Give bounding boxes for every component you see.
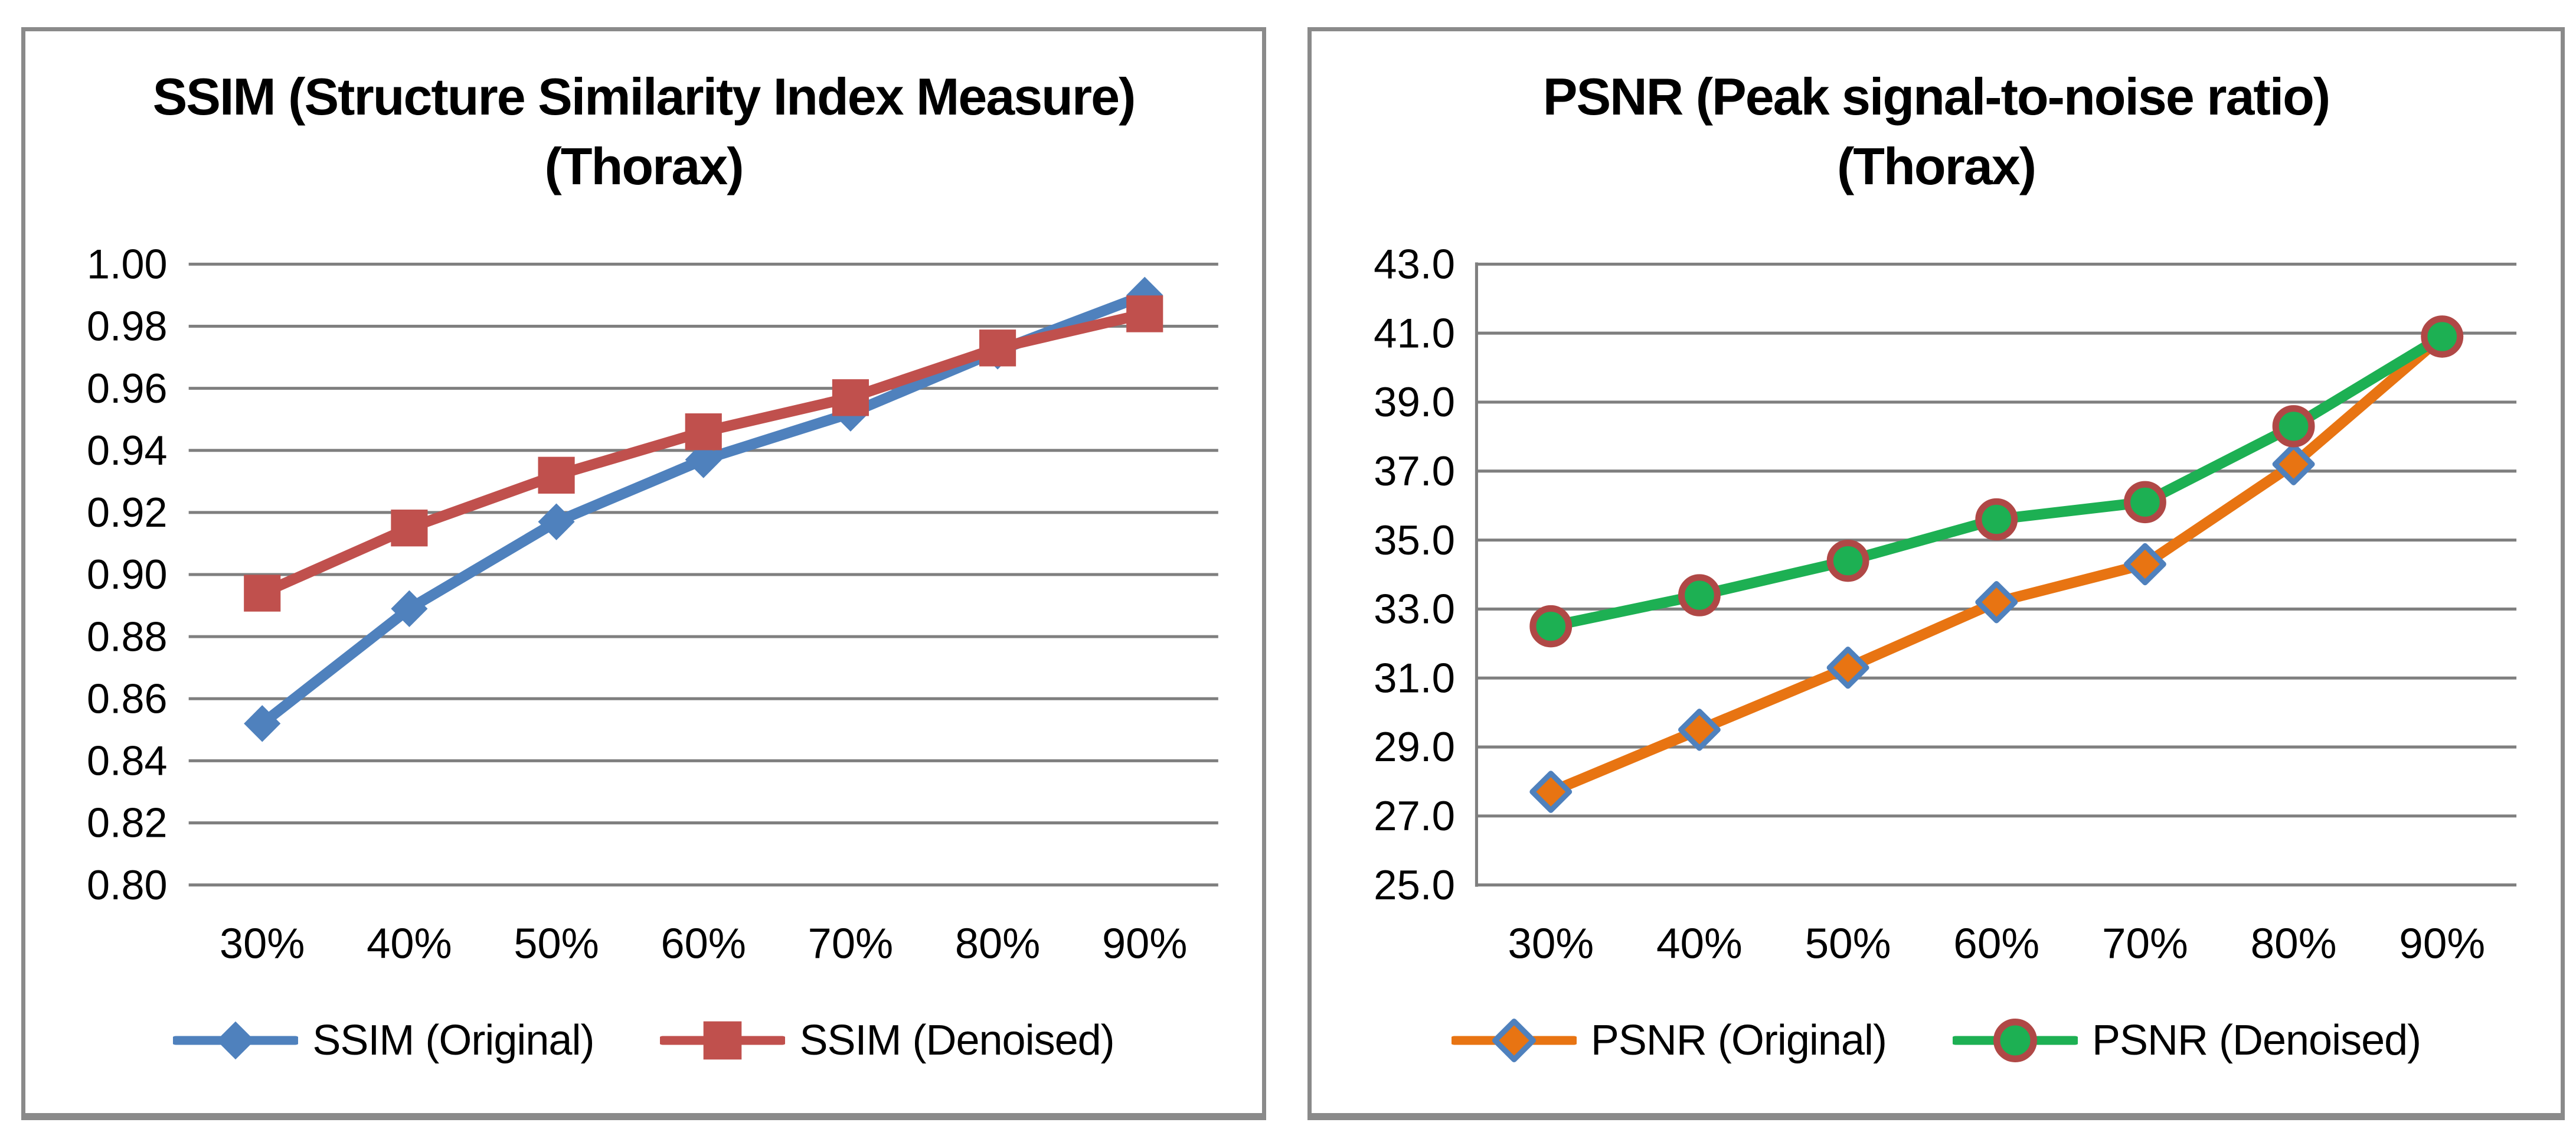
ssim-original-line-marker-swatch xyxy=(173,1021,299,1060)
legend-marker-ssim-original xyxy=(217,1021,255,1060)
data-point-marker-psnr-original-30 xyxy=(1529,771,1573,813)
x-axis-label: 90% xyxy=(1102,920,1187,967)
y-tick-label: 0.80 xyxy=(87,862,168,908)
ssim-chart-panel: SSIM (Structure Similarity Index Measure… xyxy=(21,27,1266,1120)
y-tick-label: 0.94 xyxy=(87,427,168,474)
ssim-title-line2: (Thorax) xyxy=(544,137,744,195)
data-point-marker-ssim-denoised-80 xyxy=(979,329,1016,367)
x-axis-label: 70% xyxy=(2102,920,2188,968)
data-point-marker-psnr-original-70 xyxy=(2123,543,2166,586)
legend-label-psnr-denoised: PSNR (Denoised) xyxy=(2091,1017,2421,1064)
y-tick-label: 35.0 xyxy=(1374,517,1455,563)
data-point-marker-psnr-denoised-30 xyxy=(1529,605,1573,648)
ssim-denoised-line-marker-swatch xyxy=(660,1021,786,1060)
data-point-marker-ssim-denoised-70 xyxy=(832,379,869,416)
data-point-marker-psnr-original-50 xyxy=(1826,647,1869,689)
data-point-marker-ssim-denoised-40 xyxy=(391,509,428,547)
y-tick-label: 27.0 xyxy=(1374,792,1455,839)
x-axis-label: 80% xyxy=(2251,920,2337,968)
legend-label-ssim-original: SSIM (Original) xyxy=(312,1017,594,1064)
y-tick-label: 0.98 xyxy=(87,303,168,350)
data-point-marker-psnr-denoised-40 xyxy=(1678,574,1721,616)
y-tick-label: 39.0 xyxy=(1374,379,1455,425)
legend-marker-psnr-original xyxy=(1492,1018,1536,1063)
legend-label-ssim-denoised: SSIM (Denoised) xyxy=(799,1017,1114,1064)
ssim-plot-area: 1.00 0.98 0.96 0.94 0.92 0.90 0.88 0.86 0.84 0.82… xyxy=(87,240,1218,967)
y-tick-label: 0.84 xyxy=(87,737,168,784)
y-tick-label: 0.86 xyxy=(87,675,168,722)
data-point-marker-ssim-denoised-90 xyxy=(1126,295,1163,332)
ssim-title-line1: SSIM (Structure Similarity Index Measure… xyxy=(152,67,1136,126)
legend-item-psnr-original: PSNR (Original) xyxy=(1451,1009,1887,1072)
y-tick-label: 1.00 xyxy=(87,240,168,287)
y-tick-label: 43.0 xyxy=(1374,241,1455,288)
psnr-chart-panel: PSNR (Peak signal-to-noise ratio) (Thora… xyxy=(1307,27,2565,1120)
data-point-marker-psnr-original-40 xyxy=(1678,709,1721,751)
psnr-chart-title: PSNR (Peak signal-to-noise ratio) (Thora… xyxy=(1312,62,2561,201)
psnr-plot-area: 43.0 41.0 39.0 37.0 35.0 33.0 31.0 29.0 27.0 25.0… xyxy=(1374,241,2517,968)
data-point-marker-ssim-original-90 xyxy=(1126,276,1163,314)
ssim-chart-title: SSIM (Structure Similarity Index Measure… xyxy=(25,62,1262,201)
x-axis-label: 40% xyxy=(367,920,452,967)
data-point-marker-psnr-denoised-50 xyxy=(1826,539,1869,582)
data-point-marker-psnr-denoised-60 xyxy=(1975,498,2018,541)
y-tick-label: 41.0 xyxy=(1374,310,1455,357)
y-tick-label: 0.92 xyxy=(87,489,168,536)
x-axis-label: 60% xyxy=(661,920,746,967)
legend-item-ssim-denoised: SSIM (Denoised) xyxy=(660,1009,1115,1072)
data-point-marker-psnr-original-60 xyxy=(1975,581,2018,624)
y-tick-label: 0.90 xyxy=(87,551,168,598)
legend-item-psnr-denoised: PSNR (Denoised) xyxy=(1952,1009,2421,1072)
psnr-legend: PSNR (Original) PSNR (Denoised) xyxy=(1312,1009,2561,1072)
y-tick-label: 25.0 xyxy=(1374,862,1455,908)
x-axis-label: 80% xyxy=(955,920,1040,967)
x-axis-label: 60% xyxy=(1953,920,2039,968)
x-axis-label: 50% xyxy=(514,920,599,967)
legend-label-psnr-original: PSNR (Original) xyxy=(1590,1017,1887,1064)
data-point-marker-ssim-original-30 xyxy=(244,705,281,742)
x-axis-label: 30% xyxy=(1508,920,1594,968)
x-axis-label: 90% xyxy=(2399,920,2485,968)
x-axis-label: 30% xyxy=(220,920,305,967)
y-tick-label: 29.0 xyxy=(1374,723,1455,770)
y-tick-label: 0.82 xyxy=(87,800,168,846)
legend-marker-psnr-denoised xyxy=(1993,1018,2037,1063)
legend-item-ssim-original: SSIM (Original) xyxy=(173,1009,594,1072)
data-point-marker-ssim-denoised-60 xyxy=(685,413,722,451)
x-axis-label: 50% xyxy=(1805,920,1891,968)
data-point-marker-psnr-original-80 xyxy=(2272,443,2315,485)
data-point-marker-psnr-denoised-90 xyxy=(2421,315,2464,358)
psnr-title-line1: PSNR (Peak signal-to-noise ratio) xyxy=(1542,67,2330,126)
data-point-marker-psnr-denoised-70 xyxy=(2123,481,2166,524)
data-point-marker-ssim-denoised-50 xyxy=(538,456,575,494)
y-tick-label: 33.0 xyxy=(1374,586,1455,632)
psnr-title-line2: (Thorax) xyxy=(1837,137,2036,195)
y-tick-label: 31.0 xyxy=(1374,655,1455,701)
y-tick-label: 37.0 xyxy=(1374,448,1455,494)
psnr-denoised-line-marker-swatch xyxy=(1952,1018,2078,1063)
y-tick-label: 0.88 xyxy=(87,613,168,660)
y-tick-label: 0.96 xyxy=(87,365,168,412)
data-point-marker-ssim-denoised-30 xyxy=(244,575,281,612)
x-axis-label: 40% xyxy=(1656,920,1743,968)
x-axis-label: 70% xyxy=(808,920,893,967)
legend-marker-ssim-denoised xyxy=(704,1021,742,1060)
ssim-legend: SSIM (Original) SSIM (Denoised) xyxy=(25,1009,1262,1072)
psnr-original-line-marker-swatch xyxy=(1451,1018,1577,1063)
data-point-marker-psnr-denoised-80 xyxy=(2272,405,2315,448)
